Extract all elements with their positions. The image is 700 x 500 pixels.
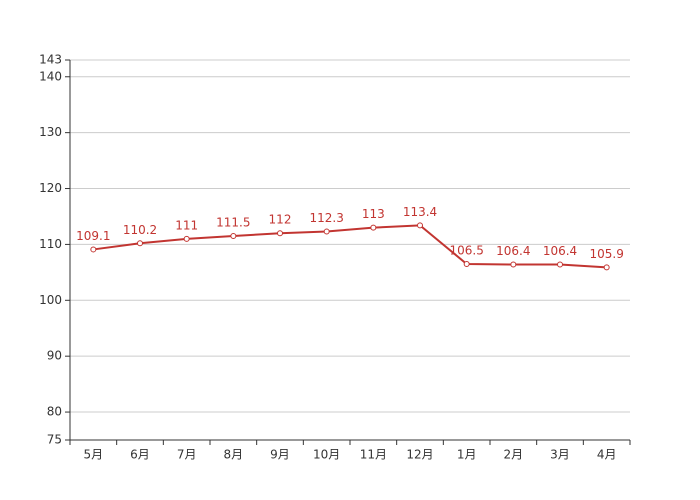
point xyxy=(510,261,517,268)
data-label: 113.4 xyxy=(403,205,437,219)
data-label: 111 xyxy=(175,218,198,232)
point xyxy=(603,264,610,271)
x-tick-label: 9月 xyxy=(270,448,290,462)
data-label: 112 xyxy=(269,213,292,227)
y-tick-label: 140 xyxy=(39,69,62,83)
point xyxy=(230,233,237,240)
x-tick-label: 7月 xyxy=(177,448,197,462)
data-label: 112.3 xyxy=(309,211,343,225)
y-tick-label: 75 xyxy=(47,433,62,447)
x-tick-label: 12月 xyxy=(406,448,433,462)
x-tick-label: 1月 xyxy=(457,448,477,462)
point xyxy=(463,260,470,267)
point xyxy=(417,222,423,229)
x-tick-label: 5月 xyxy=(84,448,104,462)
data-label: 106.4 xyxy=(496,244,530,258)
point xyxy=(183,235,190,242)
line xyxy=(93,224,607,269)
x-tick-label: 2月 xyxy=(504,448,524,462)
point xyxy=(370,224,377,231)
point xyxy=(323,228,330,235)
y-tick-label: 110 xyxy=(39,237,62,251)
x-tick-label: 11月 xyxy=(360,448,387,462)
data-label: 106.4 xyxy=(543,244,577,258)
point xyxy=(557,261,563,268)
y-tick-label: 130 xyxy=(39,125,62,139)
y-tick-label: 90 xyxy=(47,349,62,363)
x-tick-label: 8月 xyxy=(224,448,244,462)
y-tick-label: 120 xyxy=(39,181,62,195)
y-tick-label: 100 xyxy=(39,293,62,307)
x-tick-label: 10月 xyxy=(313,448,340,462)
x-tick-label: 3月 xyxy=(550,448,570,462)
data-label: 106.5 xyxy=(449,243,483,257)
data-label: 109.1 xyxy=(76,229,110,243)
data-label: 105.9 xyxy=(589,247,623,261)
data-label: 110.2 xyxy=(123,223,157,237)
y-tick-label: 143 xyxy=(39,53,62,67)
x-tick-label: 6月 xyxy=(130,448,150,462)
data-label: 113 xyxy=(362,207,385,221)
data-label: 111.5 xyxy=(216,216,250,230)
point xyxy=(90,246,97,253)
y-tick-label: 80 xyxy=(47,405,62,419)
point xyxy=(277,230,283,237)
point xyxy=(137,240,143,247)
x-tick-label: 4月 xyxy=(597,448,617,462)
